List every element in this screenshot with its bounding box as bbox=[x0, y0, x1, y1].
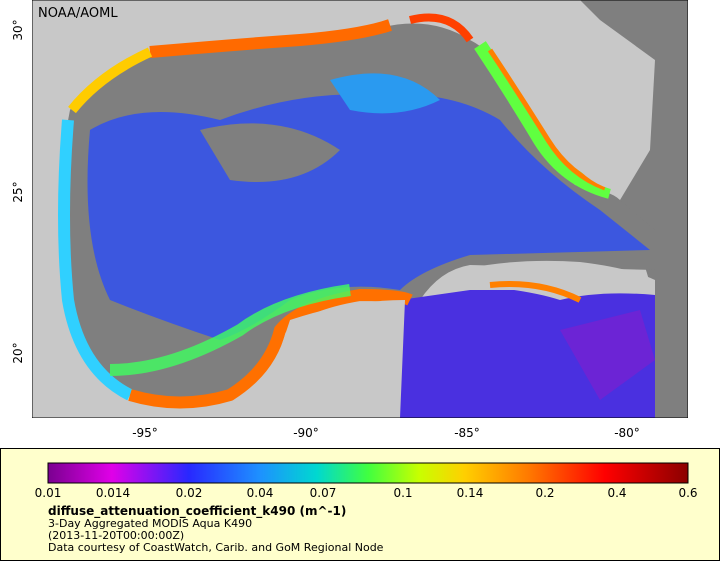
land bbox=[470, 260, 655, 300]
colorbar-tick-label: 0.14 bbox=[457, 486, 484, 500]
x-tick-label: -95° bbox=[132, 426, 158, 440]
credit: NOAA/AOML bbox=[38, 6, 118, 21]
caribbean-water bbox=[400, 290, 655, 418]
coastal-band bbox=[149, 19, 392, 58]
map-area bbox=[32, 0, 688, 418]
legend: 0.01 0.014 0.02 0.04 0.07 0.1 0.14 0.2 0.4 0.6 di… bbox=[0, 448, 720, 561]
colorbar-tick-label: 0.02 bbox=[176, 486, 203, 500]
y-tick-label: 20° bbox=[11, 342, 25, 363]
x-axis: -95° -90° -85° -80° bbox=[132, 426, 640, 440]
y-tick-label: 25° bbox=[11, 181, 25, 202]
colorbar-tick-label: 0.01 bbox=[35, 486, 62, 500]
coastal-band bbox=[109, 284, 351, 376]
colorbar-tick-label: 0.4 bbox=[607, 486, 626, 500]
x-tick-label: -80° bbox=[614, 426, 640, 440]
legend-dataset: 3-Day Aggregated MODIS Aqua K490 bbox=[48, 517, 252, 530]
ocean-nodata bbox=[655, 0, 688, 418]
x-tick-label: -85° bbox=[454, 426, 480, 440]
x-tick-label: -90° bbox=[293, 426, 319, 440]
legend-source: Data courtesy of CoastWatch, Carib. and … bbox=[48, 541, 384, 554]
legend-time: (2013-11-20T00:00:00Z) bbox=[48, 529, 184, 542]
colorbar-tick-label: 0.1 bbox=[393, 486, 412, 500]
legend-variable: diffuse_attenuation_coefficient_k490 (m^… bbox=[48, 504, 346, 519]
coastal-band bbox=[487, 48, 606, 191]
coastal-band bbox=[68, 47, 153, 114]
water-signal bbox=[560, 310, 655, 400]
colorbar-tick-label: 0.07 bbox=[310, 486, 337, 500]
colorbar-tick-label: 0.6 bbox=[678, 486, 697, 500]
colorbar bbox=[47, 462, 689, 484]
land bbox=[200, 300, 405, 418]
land bbox=[470, 0, 629, 190]
coastal-band bbox=[128, 288, 413, 409]
y-axis: 30° 25° 20° bbox=[11, 19, 25, 363]
coastal-band bbox=[58, 119, 133, 401]
water-signal bbox=[330, 73, 440, 114]
y-tick-label: 30° bbox=[11, 19, 25, 40]
coastal-band bbox=[409, 13, 474, 43]
colorbar-tick-label: 0.04 bbox=[247, 486, 274, 500]
colorbar-tick-label: 0.2 bbox=[535, 486, 554, 500]
coastal-band bbox=[489, 281, 582, 303]
colorbar-tick-label: 0.014 bbox=[96, 486, 130, 500]
cloud-gap bbox=[200, 123, 340, 182]
coastal-band bbox=[474, 41, 612, 199]
